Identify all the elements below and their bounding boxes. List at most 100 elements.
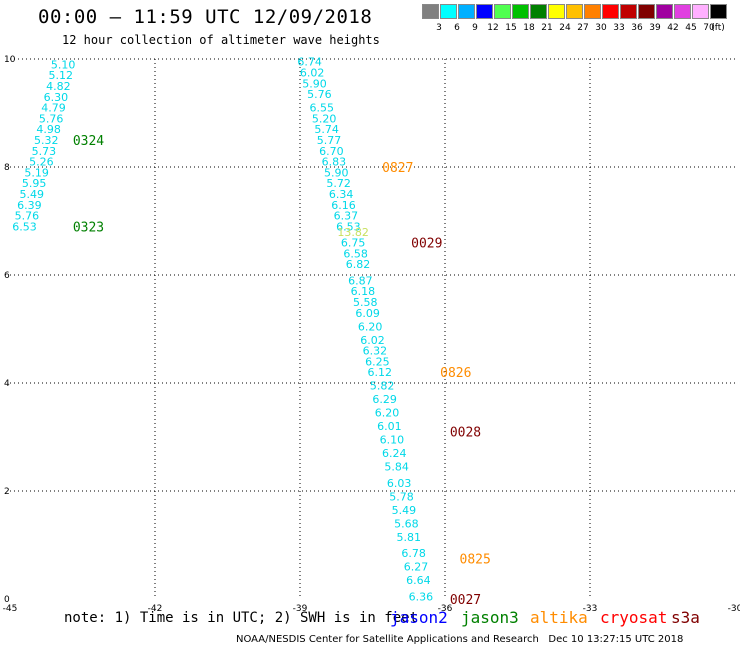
scale-swatch xyxy=(674,4,691,19)
scale-swatch xyxy=(656,4,673,19)
wave-height-value: 6.70 xyxy=(319,145,344,158)
wave-height-value: 5.68 xyxy=(394,517,419,530)
wave-height-value: 6.83 xyxy=(322,156,347,169)
map-note: note: 1) Time is in UTC; 2) SWH is in fe… xyxy=(64,610,419,626)
scale-swatch xyxy=(458,4,475,19)
wave-height-value: 6.53 xyxy=(12,220,37,233)
x-tick-label: -30 xyxy=(728,604,740,614)
scale-label: 39 xyxy=(649,23,661,33)
wave-height-value: 6.27 xyxy=(404,561,429,574)
wave-height-value: 4.79 xyxy=(41,102,66,115)
wave-height-value: 6.36 xyxy=(409,590,434,603)
wave-height-value: 6.09 xyxy=(355,307,380,320)
wave-height-value: 5.95 xyxy=(22,177,47,190)
wave-height-value: 6.03 xyxy=(387,477,412,490)
scale-swatch xyxy=(602,4,619,19)
wave-height-value: 6.01 xyxy=(377,420,402,433)
y-tick-label: 8 xyxy=(4,163,10,173)
wave-height-value: 6.87 xyxy=(348,274,373,287)
wave-height-value: 5.49 xyxy=(20,188,45,201)
satellite-legend-jason3: jason3 xyxy=(461,608,519,627)
scale-label: 30 xyxy=(595,23,607,33)
scale-swatch xyxy=(566,4,583,19)
scale-label: 15 xyxy=(505,23,517,33)
wave-height-value: 5.20 xyxy=(312,112,337,125)
scale-label: 42 xyxy=(667,23,679,33)
x-tick-label: -45 xyxy=(3,604,18,614)
wave-height-value: 5.90 xyxy=(302,77,327,90)
wave-height-value: 5.76 xyxy=(15,210,40,223)
wave-height-value: 5.76 xyxy=(39,112,64,125)
map-footer: NOAA/NESDIS Center for Satellite Applica… xyxy=(236,634,684,645)
wave-height-value: 5.10 xyxy=(51,58,76,71)
wave-height-value: 5.78 xyxy=(389,490,414,503)
y-tick-label: 2 xyxy=(4,487,10,497)
satellite-legend-jason2: jason2 xyxy=(390,608,448,627)
x-tick-label: -36 xyxy=(438,604,453,614)
y-tick-label: 0 xyxy=(4,595,10,605)
wave-height-value: 6.25 xyxy=(365,355,390,368)
pass-time-label: 0029 xyxy=(411,237,442,252)
wave-height-value: 5.32 xyxy=(34,134,59,147)
scale-label: 33 xyxy=(613,23,625,33)
wave-height-value: 6.16 xyxy=(331,199,356,212)
scale-swatch xyxy=(494,4,511,19)
x-tick-label: -33 xyxy=(583,604,598,614)
wave-height-value: 6.02 xyxy=(360,334,385,347)
wave-height-value: 6.29 xyxy=(372,393,397,406)
scale-swatch xyxy=(620,4,637,19)
satellite-legend-s3a: s3a xyxy=(671,608,700,627)
wave-height-value: 6.39 xyxy=(17,199,42,212)
scale-label: 3 xyxy=(436,23,442,33)
scale-unit: (ft) xyxy=(711,23,725,33)
scale-label: 36 xyxy=(631,23,643,33)
wave-height-value: 5.26 xyxy=(29,156,54,169)
wave-height-value: 5.19 xyxy=(24,166,49,179)
y-tick-label: 10 xyxy=(4,55,16,65)
scale-swatch xyxy=(512,4,529,19)
scale-swatch xyxy=(638,4,655,19)
wave-height-value: 6.74 xyxy=(297,56,322,69)
scale-label: 45 xyxy=(685,23,697,33)
pass-time-label: 0826 xyxy=(440,366,471,381)
wave-height-value: 6.20 xyxy=(358,320,383,333)
wave-height-value: 6.24 xyxy=(382,447,407,460)
wave-height-value: 13.82 xyxy=(337,226,369,239)
wave-height-value: 6.53 xyxy=(336,220,361,233)
wave-height-value: 6.12 xyxy=(368,366,393,379)
wave-height-value: 5.76 xyxy=(307,88,332,101)
wave-height-value: 6.75 xyxy=(341,237,366,250)
pass-time-label: 0827 xyxy=(382,161,413,176)
map-grid xyxy=(10,58,735,599)
wave-height-value: 6.18 xyxy=(351,285,376,298)
scale-label: 27 xyxy=(577,23,589,33)
pass-time-label: 0324 xyxy=(73,134,104,149)
wave-height-value: 5.74 xyxy=(314,123,339,136)
wave-height-value: 4.82 xyxy=(46,80,71,93)
scale-swatch xyxy=(548,4,565,19)
satellite-legend-altika: altika xyxy=(530,608,588,627)
map-title: 00:00 – 11:59 UTC 12/09/2018 xyxy=(38,6,373,28)
wave-height-tracks: 5.105.124.826.304.795.764.985.325.735.26… xyxy=(12,56,433,604)
map-subtitle: 12 hour collection of altimeter wave hei… xyxy=(62,33,380,47)
x-tick-label: -42 xyxy=(148,604,163,614)
wave-height-value: 6.58 xyxy=(343,247,368,260)
scale-swatch xyxy=(422,4,439,19)
wave-height-value: 6.78 xyxy=(401,547,426,560)
wave-height-value: 5.73 xyxy=(32,145,57,158)
scale-swatch xyxy=(530,4,547,19)
scale-swatch xyxy=(476,4,493,19)
wave-height-value: 4.98 xyxy=(36,123,61,136)
pass-time-label: 0825 xyxy=(460,553,491,568)
scale-label: 18 xyxy=(523,23,535,33)
wave-height-value: 6.02 xyxy=(300,67,325,80)
wave-height-value: 5.77 xyxy=(317,134,342,147)
x-tick-label: -39 xyxy=(293,604,308,614)
wave-height-value: 5.49 xyxy=(392,504,417,517)
scale-label: 12 xyxy=(487,23,499,33)
wave-height-value: 6.34 xyxy=(329,188,354,201)
scale-label: 24 xyxy=(559,23,571,33)
wave-height-value: 5.72 xyxy=(326,177,351,190)
y-tick-label: 6 xyxy=(4,271,10,281)
